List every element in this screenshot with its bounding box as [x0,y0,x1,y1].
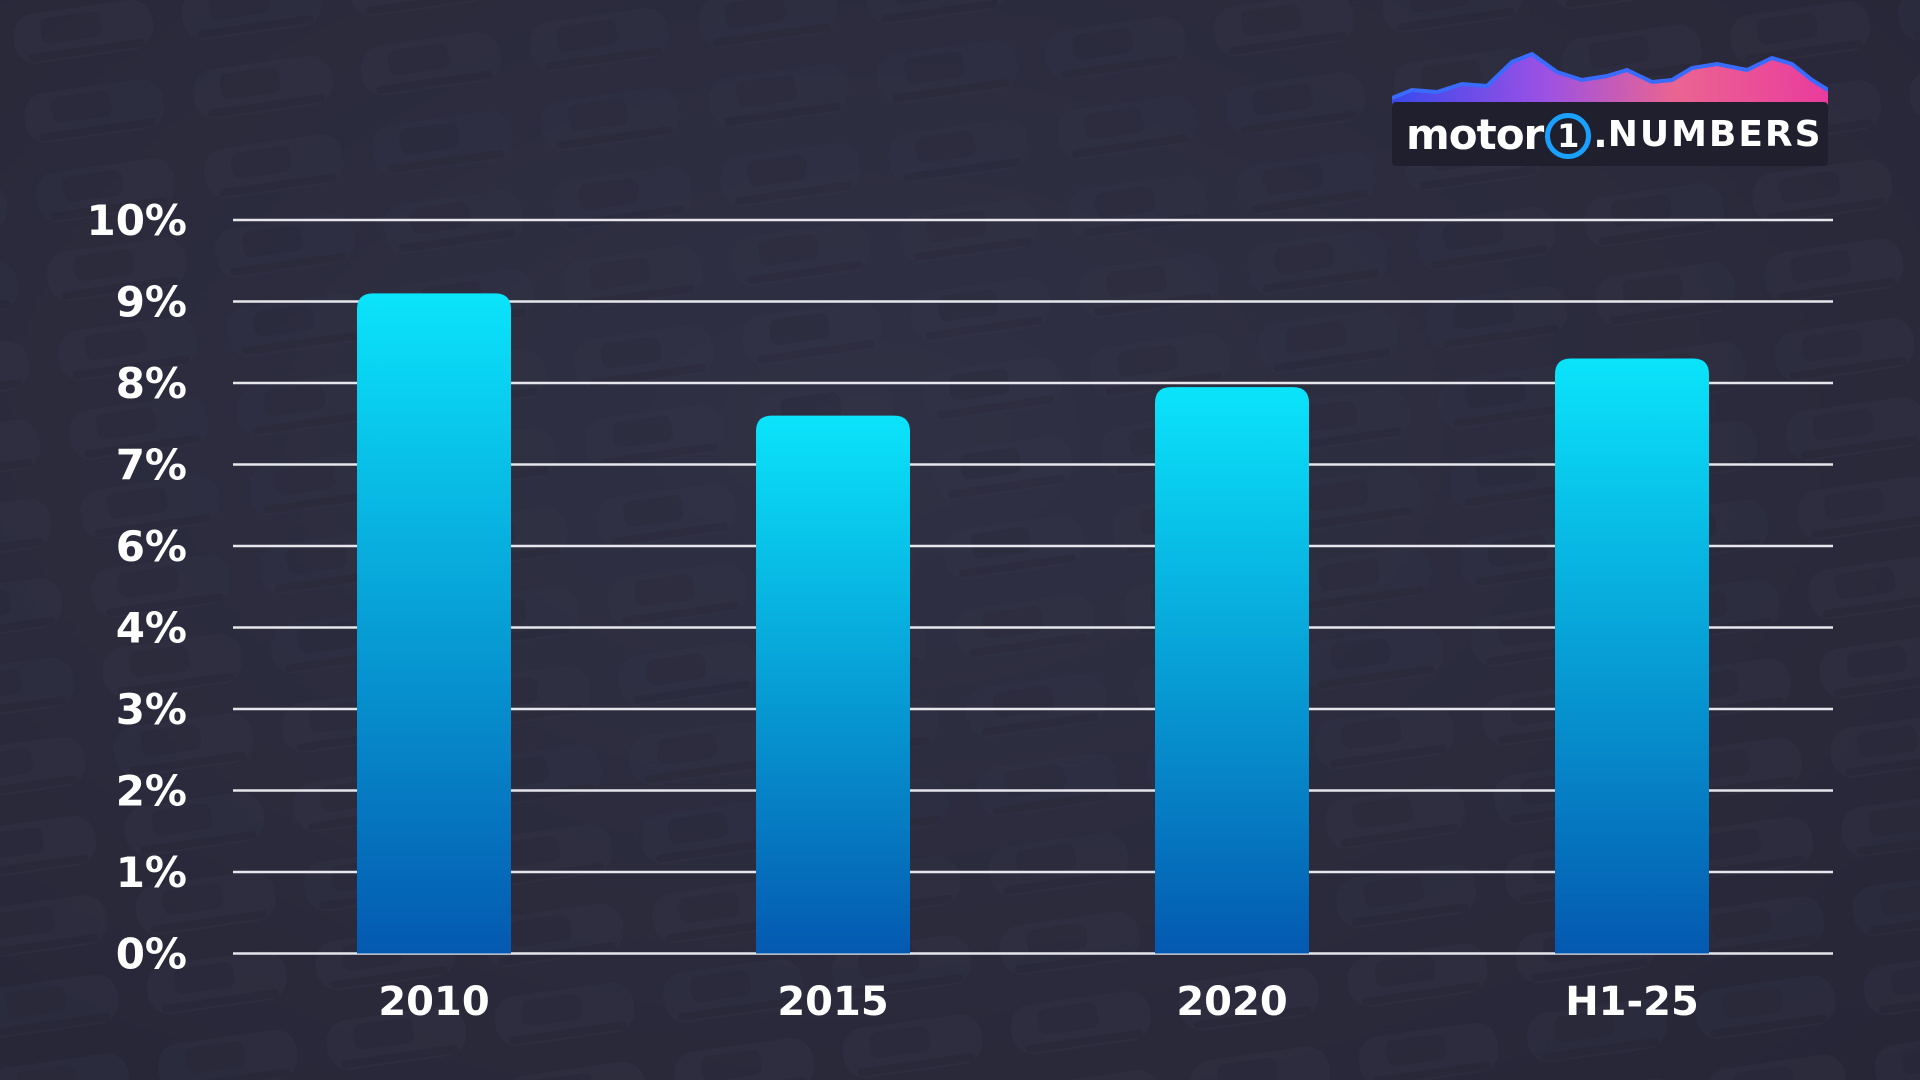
y-tick-label: 2% [116,767,187,816]
y-tick-label: 10% [86,196,187,245]
x-axis-category-labels: 2010 2015 2020 H1-25 [378,979,1698,1025]
y-tick-label: 9% [116,278,187,327]
x-category-label: 2020 [1176,979,1287,1025]
y-tick-label: 8% [116,359,187,408]
y-tick-label: 6% [116,522,187,571]
bar-h1-25 [1555,358,1709,954]
bar-2020 [1155,387,1309,954]
x-category-label: 2010 [378,979,489,1025]
bar-2015 [756,415,910,954]
y-tick-label: 7% [116,441,187,490]
y-tick-label: 0% [116,930,187,979]
motor1-numbers-logo: motor 1 . NUMBERS [1392,50,1828,170]
logo-dot: . [1593,112,1608,156]
x-category-label: 2015 [777,979,888,1025]
logo-brand-text: motor [1406,109,1544,159]
bars [357,293,1709,954]
bar-2010 [357,293,511,954]
y-tick-label: 3% [116,685,187,734]
x-category-label: H1-25 [1565,979,1699,1025]
logo-numbers-text: NUMBERS [1607,113,1823,155]
logo-ring-number: 1 [1545,113,1592,159]
y-tick-label: 1% [116,848,187,897]
logo-wordmark: motor 1 . NUMBERS [1392,102,1828,166]
y-axis-tick-labels: 0% 1% 2% 3% 4% 6% 7% 8% 9% 10% [86,196,187,979]
y-tick-label: 4% [116,604,187,653]
